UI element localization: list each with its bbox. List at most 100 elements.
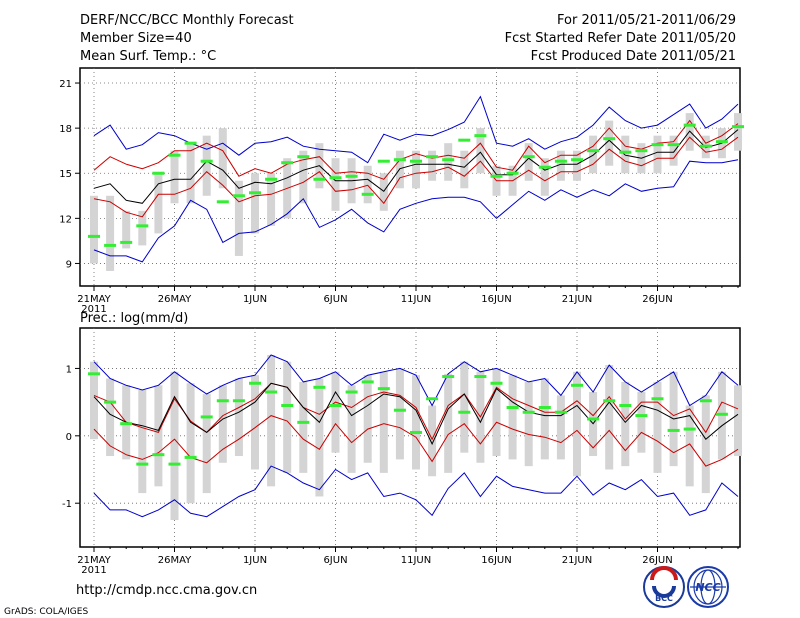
1-spread-bar <box>379 371 388 473</box>
1-observed-marker <box>635 414 648 418</box>
0-year-label: 2011 <box>81 304 106 315</box>
1-observed-marker <box>571 383 583 387</box>
0-observed-marker <box>281 161 294 165</box>
1-ytick-label: 1 <box>66 364 72 375</box>
fcst-started-label: Fcst Started Refer Date 2011/05/20 <box>505 31 736 46</box>
0-spread-bar <box>170 150 179 204</box>
1-xtick-label: 1JUN <box>243 555 267 566</box>
1-xtick-label: 16JUN <box>481 555 511 566</box>
0-plot-frame <box>79 67 741 287</box>
0-observed-marker <box>329 176 342 180</box>
1-observed-marker <box>265 390 278 394</box>
0-spread-bar <box>267 173 276 226</box>
0-xtick-label: 11JUN <box>401 294 431 305</box>
1-xtick-label: 26MAY <box>158 555 192 566</box>
0-xtick-label: 6JUN <box>323 294 347 305</box>
1-observed-marker <box>538 406 551 410</box>
1-observed-marker <box>345 390 358 394</box>
1-observed-marker <box>281 403 294 407</box>
0-observed-marker <box>554 159 567 163</box>
1-spread-bar <box>460 361 469 453</box>
1-spread-bar <box>492 368 501 457</box>
0-ytick-label: 12 <box>59 214 72 225</box>
0-spread-bar <box>573 150 581 181</box>
source-url[interactable]: http://cmdp.ncc.cma.gov.cn <box>76 583 257 598</box>
1-observed-marker <box>506 406 519 410</box>
0-series-mean-line <box>93 129 739 204</box>
0-observed-marker <box>232 194 245 198</box>
1-spread-bar <box>170 371 179 521</box>
0-spread-bar <box>363 165 372 204</box>
1-year-label: 2011 <box>81 565 106 576</box>
1-spread-bar <box>701 395 710 494</box>
0-observed-marker <box>458 138 471 142</box>
1-spread-bar <box>524 381 533 467</box>
0-ytick-label: 18 <box>59 124 72 135</box>
bcc-logo-text: BCC <box>655 594 673 603</box>
1-spread-bar <box>251 375 259 470</box>
1-observed-marker <box>522 410 535 414</box>
ncc-logo: NCC <box>687 566 729 608</box>
0-observed-marker <box>297 155 310 159</box>
0-observed-marker <box>313 177 326 181</box>
1-observed-marker <box>474 375 487 379</box>
1-xtick-label: 21JUN <box>562 555 592 566</box>
0-observed-marker <box>571 158 583 162</box>
figure-title: DERF/NCC/BCC Monthly Forecast <box>80 13 294 28</box>
1-observed-marker <box>104 400 117 404</box>
1-observed-marker <box>458 410 471 414</box>
1-spread-bar <box>444 373 453 473</box>
1-xtick-label: 21MAY <box>77 555 111 566</box>
1-xtick-label: 6JUN <box>323 555 347 566</box>
0-spread-bar <box>331 158 340 211</box>
0-observed-marker <box>426 155 439 159</box>
1-spread-bar <box>315 378 324 497</box>
1-spread-bar <box>363 375 372 463</box>
0-spread-bar <box>589 135 598 174</box>
0-xtick-label: 16JUN <box>481 294 511 305</box>
1-observed-marker <box>587 417 600 421</box>
1-observed-marker <box>313 385 326 389</box>
0-spread-bar <box>106 195 115 271</box>
1-spread-bar <box>395 368 404 460</box>
1-ytick-label: -1 <box>62 499 72 510</box>
1-spread-bar <box>218 385 227 463</box>
0-spread-bar <box>540 158 549 196</box>
fcst-produced-label: Fcst Produced Date 2011/05/21 <box>531 49 736 64</box>
0-observed-marker <box>683 123 696 127</box>
0-spread-bar <box>605 120 614 166</box>
0-spread-bar <box>476 128 485 174</box>
temperature-panel: 9 12 15 18 21 21MAY 26MAY 1JUN 6JUN 11JUN 16JUN 21J… <box>59 67 744 315</box>
0-observed-marker <box>152 171 165 175</box>
0-spread-bar <box>90 195 98 264</box>
1-observed-marker <box>168 462 181 466</box>
1-spread-bar <box>283 361 292 473</box>
0-ytick-label: 21 <box>59 79 72 90</box>
1-series-lower-line <box>93 415 739 467</box>
0-spread-bar <box>412 150 420 189</box>
1-observed-marker <box>619 403 632 407</box>
1-spread-bar <box>331 371 340 453</box>
1-observed-marker <box>683 427 696 431</box>
precip-variable-label: Prec.: log(mm/d) <box>80 311 188 326</box>
0-series-lower-line <box>93 136 739 218</box>
0-spread-bar <box>621 135 630 174</box>
1-spread-bar <box>508 375 517 460</box>
1-spread-bar <box>621 381 630 467</box>
0-observed-marker <box>104 243 117 247</box>
0-observed-marker <box>249 191 261 195</box>
1-observed-marker <box>651 397 664 401</box>
0-spread-bar <box>524 143 533 181</box>
0-observed-marker <box>265 177 278 181</box>
1-spread-bar <box>605 365 614 470</box>
1-spread-bar <box>90 361 98 440</box>
0-observed-marker <box>393 158 406 162</box>
1-xtick-label: 11JUN <box>401 555 431 566</box>
0-spread-bar <box>444 143 453 181</box>
0-spread-bar <box>428 150 437 181</box>
0-observed-marker <box>603 137 616 141</box>
1-ytick-label: 0 <box>66 432 72 443</box>
member-size-label: Member Size=40 <box>80 31 192 46</box>
0-observed-marker <box>506 171 519 175</box>
